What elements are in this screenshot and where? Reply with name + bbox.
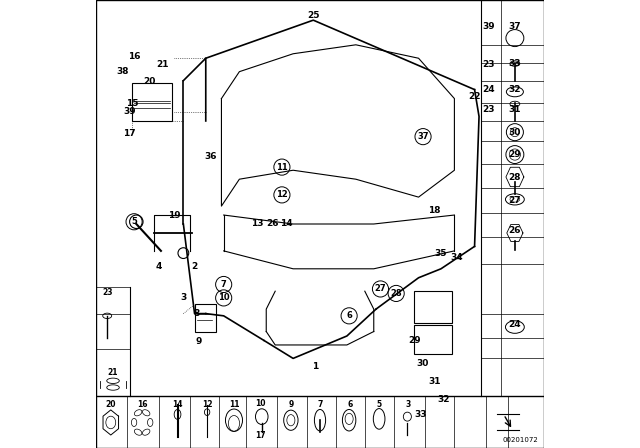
Text: 5: 5	[131, 217, 137, 226]
Text: 20: 20	[143, 77, 156, 86]
Text: 28: 28	[509, 173, 521, 182]
Text: 20: 20	[106, 400, 116, 409]
Text: 17: 17	[124, 129, 136, 138]
Text: 16: 16	[137, 400, 147, 409]
Text: 9: 9	[196, 337, 202, 346]
Text: 39: 39	[483, 22, 495, 31]
Text: 15: 15	[125, 99, 138, 108]
Text: 7: 7	[221, 280, 227, 289]
Bar	[414, 325, 452, 354]
Text: 37: 37	[417, 132, 429, 141]
Text: 33: 33	[415, 410, 427, 419]
Text: 16: 16	[128, 52, 140, 60]
Text: 14: 14	[172, 400, 183, 409]
Text: 23: 23	[102, 288, 113, 297]
Text: 3: 3	[180, 293, 186, 302]
Text: 21: 21	[108, 368, 118, 377]
Text: 30: 30	[509, 128, 521, 137]
Text: 39: 39	[124, 107, 136, 116]
Text: 13: 13	[251, 219, 264, 228]
Text: 19: 19	[168, 211, 180, 220]
Text: 2: 2	[191, 262, 198, 271]
Text: 3: 3	[406, 400, 411, 409]
Text: 31: 31	[509, 105, 521, 114]
Text: 00201072: 00201072	[503, 437, 539, 443]
Bar	[414, 291, 452, 323]
Text: 17: 17	[255, 431, 266, 440]
Text: 23: 23	[483, 60, 495, 69]
Text: 27: 27	[374, 284, 387, 293]
Text: 8: 8	[194, 309, 200, 318]
Text: 18: 18	[428, 206, 440, 215]
Text: 11: 11	[228, 400, 239, 409]
Text: 27: 27	[509, 196, 521, 205]
Text: 1: 1	[312, 362, 319, 371]
Text: 32: 32	[437, 395, 449, 404]
Text: 37: 37	[509, 22, 521, 31]
Text: 6: 6	[348, 400, 353, 409]
Text: 30: 30	[417, 359, 429, 368]
Text: 38: 38	[116, 67, 129, 76]
Text: 5: 5	[376, 400, 381, 409]
Text: 36: 36	[204, 152, 216, 161]
Text: 33: 33	[509, 59, 521, 68]
Text: 35: 35	[435, 249, 447, 258]
Text: 26: 26	[267, 219, 279, 228]
Text: 29: 29	[408, 336, 420, 345]
Text: 7: 7	[317, 400, 323, 409]
Bar	[132, 83, 172, 121]
Text: 9: 9	[288, 400, 294, 409]
Text: 32: 32	[509, 85, 521, 94]
Text: 28: 28	[390, 289, 402, 298]
Text: 25: 25	[307, 11, 319, 20]
Text: 11: 11	[276, 163, 288, 172]
Text: 12: 12	[202, 400, 212, 409]
Text: 4: 4	[156, 262, 162, 271]
Text: 23: 23	[483, 105, 495, 114]
Text: 31: 31	[428, 377, 440, 386]
Text: 24: 24	[483, 85, 495, 94]
Text: 14: 14	[280, 219, 292, 228]
Text: 10: 10	[218, 293, 230, 302]
Text: 26: 26	[509, 226, 521, 235]
Text: 21: 21	[156, 60, 168, 69]
Text: 34: 34	[451, 253, 463, 262]
Text: 12: 12	[276, 190, 288, 199]
Bar	[195, 304, 216, 332]
Text: 22: 22	[468, 92, 481, 101]
Text: 10: 10	[255, 399, 266, 408]
Text: 6: 6	[346, 311, 352, 320]
Text: 29: 29	[509, 150, 521, 159]
Text: 24: 24	[509, 320, 521, 329]
